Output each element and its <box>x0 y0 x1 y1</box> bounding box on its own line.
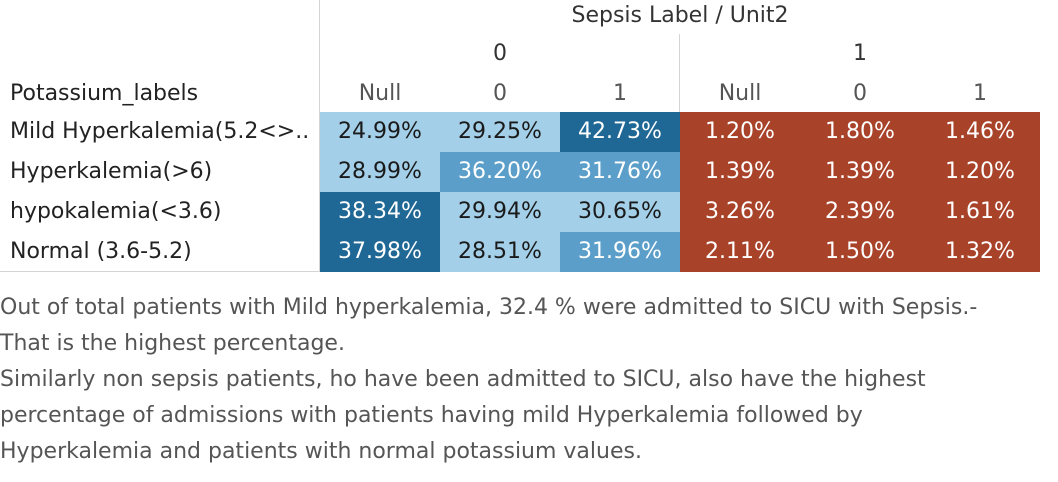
annotation-notes: Out of total patients with Mild hyperkal… <box>0 290 1050 470</box>
crosstab-table: Sepsis Label / Unit2 0 1 Null 0 1 Null 0… <box>0 0 1040 272</box>
note-line: That is the highest percentage. <box>0 331 345 356</box>
heatmap-cell: 30.65% <box>560 192 680 232</box>
heatmap-cell: 1.32% <box>920 232 1040 272</box>
column-group-header-0: 0 <box>493 41 507 66</box>
heatmap-cell: 3.26% <box>680 192 800 232</box>
heatmap-cell: 1.46% <box>920 112 1040 152</box>
heatmap-cell: 31.76% <box>560 152 680 192</box>
heatmap-cell: 1.20% <box>920 152 1040 192</box>
row-label: Normal (3.6-5.2) <box>10 239 192 264</box>
column-header: Null <box>358 81 402 106</box>
heatmap-cell: 2.11% <box>680 232 800 272</box>
note-line: Out of total patients with Mild hyperkal… <box>0 295 978 320</box>
heatmap-cell: 36.20% <box>440 152 560 192</box>
heatmap-cell: 29.25% <box>440 112 560 152</box>
heatmap-cell: 1.39% <box>680 152 800 192</box>
row-label: hypokalemia(<3.6) <box>10 199 222 224</box>
divider-line <box>319 0 320 272</box>
heatmap-cell: 24.99% <box>320 112 440 152</box>
column-header: 0 <box>853 81 867 106</box>
row-label: Hyperkalemia(>6) <box>10 159 213 184</box>
heatmap-cell: 1.80% <box>800 112 920 152</box>
heatmap-cell: 1.39% <box>800 152 920 192</box>
heatmap-cell: 1.50% <box>800 232 920 272</box>
heatmap-cell: 2.39% <box>800 192 920 232</box>
note-line: percentage of admissions with patients h… <box>0 403 863 428</box>
column-header: Null <box>718 81 762 106</box>
column-header: 1 <box>973 81 987 106</box>
column-group-header-1: 1 <box>853 41 867 66</box>
row-label: Mild Hyperkalemia(5.2<>.. <box>10 119 310 144</box>
heatmap-cell: 29.94% <box>440 192 560 232</box>
heatmap-cell: 37.98% <box>320 232 440 272</box>
heatmap-cell: 31.96% <box>560 232 680 272</box>
note-line: Similarly non sepsis patients, ho have b… <box>0 367 926 392</box>
heatmap-cell: 1.20% <box>680 112 800 152</box>
column-header: 1 <box>613 81 627 106</box>
heatmap-cell: 1.61% <box>920 192 1040 232</box>
column-header: 0 <box>493 81 507 106</box>
heatmap-cell: 28.51% <box>440 232 560 272</box>
row-field-title: Potassium_labels <box>10 81 199 106</box>
heatmap-cell: 42.73% <box>560 112 680 152</box>
heatmap-cell: 28.99% <box>320 152 440 192</box>
heatmap-cell: 38.34% <box>320 192 440 232</box>
column-field-title: Sepsis Label / Unit2 <box>571 3 789 28</box>
note-line: Hyperkalemia and patients with normal po… <box>0 439 642 464</box>
